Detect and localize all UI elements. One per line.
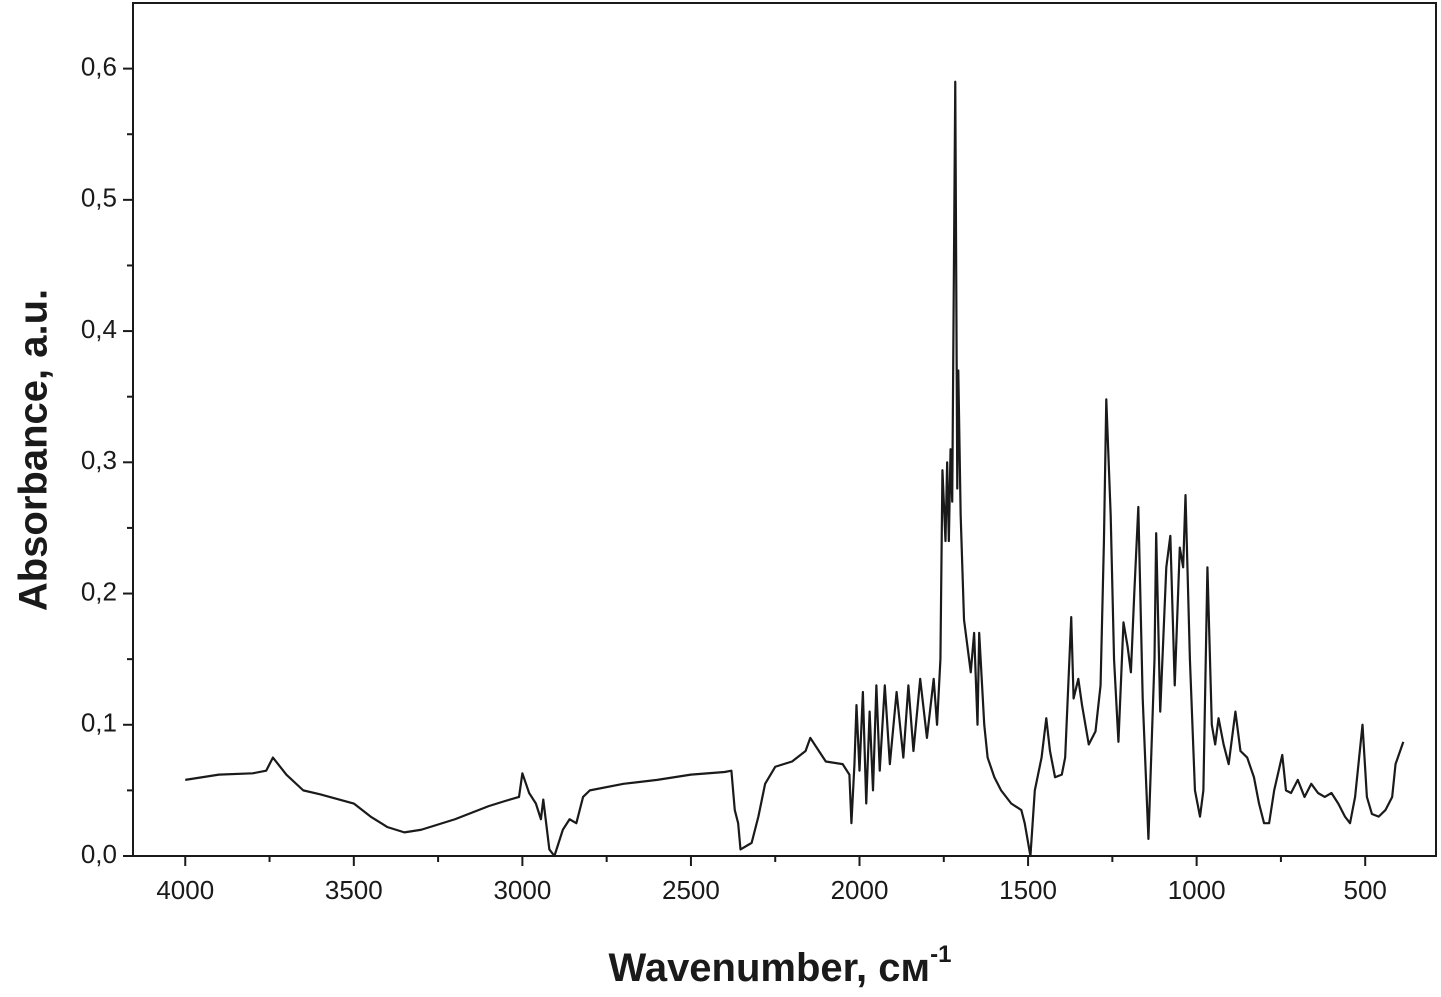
x-axis-label-superscript: -1 — [930, 941, 951, 968]
y-tick-label: 0,3 — [81, 445, 117, 475]
x-tick-label: 4000 — [156, 875, 214, 905]
y-tick-label: 0,0 — [81, 839, 117, 869]
y-tick-label: 0,1 — [81, 708, 117, 738]
x-axis-label-text: Wavenumber, см — [609, 946, 931, 990]
x-tick-label: 2000 — [831, 875, 889, 905]
y-tick-label: 0,6 — [81, 51, 117, 81]
x-tick-label: 3500 — [325, 875, 383, 905]
y-axis-label: Absorbance, a.u. — [12, 289, 56, 611]
x-tick-label: 3000 — [493, 875, 551, 905]
y-tick-label: 0,5 — [81, 183, 117, 213]
x-tick-label: 500 — [1344, 875, 1387, 905]
spectrum-line — [185, 80, 1405, 858]
x-tick-label: 1500 — [999, 875, 1057, 905]
y-tick-label: 0,4 — [81, 314, 117, 344]
x-tick-label: 1000 — [1168, 875, 1226, 905]
x-tick-label: 2500 — [662, 875, 720, 905]
x-axis-label: Wavenumber, см-1 — [609, 941, 952, 989]
y-tick-label: 0,2 — [81, 576, 117, 606]
plot-frame — [132, 2, 1437, 857]
